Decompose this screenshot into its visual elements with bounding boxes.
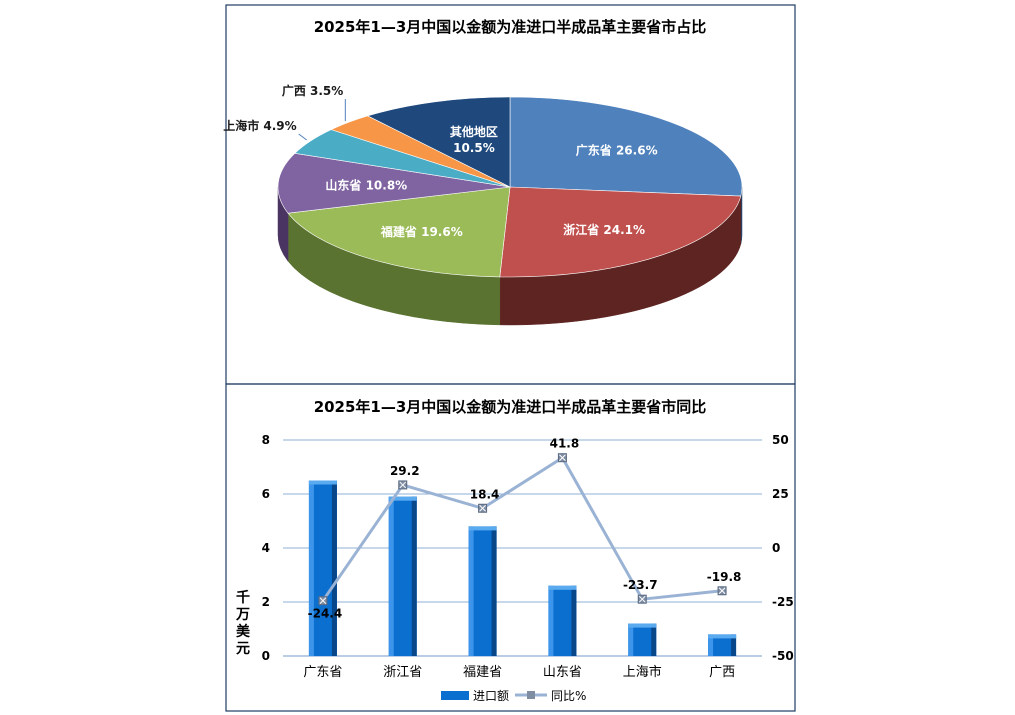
right-axis-ticks: -50 -25 0 25 50 [772,433,794,663]
bar-bevel-top [708,634,737,639]
line-point [637,594,647,604]
bar-bevel-right [491,526,497,656]
bar-line-chart: 2025年1—3月中国以金额为准进口半成品革主要省市同比 0 2 4 6 8 -50 -2… [235,398,794,703]
right-tick-label: -50 [772,649,794,663]
category-label: 广西 [709,665,735,680]
bar-bevel-top [308,480,337,485]
right-tick-label: 0 [772,541,780,555]
line-marker-x [399,481,407,489]
left-tick-label: 4 [262,541,270,555]
bar-body [708,634,737,656]
right-tick-label: 50 [772,433,789,447]
bar [388,496,417,656]
right-tick-label: -25 [772,595,794,609]
bar [708,634,737,656]
bar [628,623,657,656]
line-marker-x [718,587,726,595]
category-label: 浙江省 [383,665,422,680]
line-data-label: 18.4 [470,487,500,501]
pie-slice [277,153,511,214]
bar-chart-title: 2025年1—3月中国以金额为准进口半成品革主要省市同比 [314,398,707,416]
bar-bevel-right [731,634,737,656]
bar-bevel-left [548,585,554,656]
bar-bevel-left [388,496,394,656]
gridlines [283,439,762,657]
bar-bevel-top [628,623,657,628]
y-axis-label-char: 千 [236,589,250,606]
bar-series [308,480,737,656]
bar-bevel-right [571,585,577,656]
y-axis-label-char: 元 [236,641,250,657]
y-axis-label-char: 美 [236,623,251,640]
bar-bevel-left [468,526,474,656]
bar-bevel-top [548,585,577,590]
left-axis-ticks: 0 2 4 6 8 [262,433,270,663]
bar [548,585,577,656]
bar-bevel-right [651,623,657,656]
line-marker-x [479,504,486,512]
legend-marker [527,691,535,699]
line-path [321,456,723,602]
line-data-label: -23.7 [623,578,658,592]
bar [308,480,337,656]
pie-slice-label: 浙江省 24.1% [563,222,645,237]
line-marker-x [319,597,327,605]
bar-bevel-right [331,480,337,656]
line-data-label: -19.8 [707,570,742,584]
pie-labels: 广东省 26.6% 浙江省 24.1% 福建省 19.6% 山东省 10.8% 上海市 … [223,83,657,239]
legend: 进口额 同比% [441,689,586,703]
legend-label: 同比% [551,689,586,703]
line-data-label: -24.4 [308,607,343,621]
pie-slice [287,186,511,278]
line-point [398,480,408,490]
left-tick-label: 0 [262,649,270,663]
pie-slices [277,96,743,278]
category-labels: 广东省 浙江省 福建省 山东省 上海市 广西 [303,664,735,680]
line-point [478,503,488,513]
line-point [318,596,328,606]
left-tick-label: 8 [262,433,270,447]
line-marker-x [559,454,566,462]
pie-slice-value: 10.5% [453,141,495,155]
left-tick-label: 6 [262,487,270,501]
bar-bevel-left [628,623,634,656]
right-tick-label: 25 [772,487,789,501]
pie-leader-line [298,133,307,141]
bar-bevel-left [308,480,314,656]
pie-slice [509,96,743,197]
y-axis-label-char: 万 [235,607,250,623]
bar-panel-border [225,383,796,712]
line-data-label: 29.2 [390,464,420,478]
left-tick-label: 2 [262,595,270,609]
category-label: 山东省 [543,665,582,680]
pie-slice-label: 广东省 26.6% [576,143,658,158]
pie-external-label: 上海市 4.9% [223,118,296,133]
bar-bevel-top [388,496,417,501]
line-point [717,586,727,596]
line-data-label: 41.8 [550,437,580,451]
category-label: 广东省 [303,665,342,680]
category-label: 上海市 [623,664,662,680]
bar [468,526,497,656]
category-label: 福建省 [463,665,502,680]
pie-slice [499,186,742,278]
pie-chart-title: 2025年1—3月中国以金额为准进口半成品革主要省市占比 [314,18,707,36]
bar-bevel-left [708,634,714,656]
bar-bevel-top [468,526,497,531]
pie-slice-label: 山东省 10.8% [325,178,407,193]
line-series: -24.4 29.2 18.4 41.8 -23.7 -19.8 [308,437,742,621]
pie-slice [366,96,511,188]
pie-chart: 2025年1—3月中国以金额为准进口半成品革主要省市占比 广东省 26.6% 浙江… [223,18,743,326]
line-marker-x [638,595,646,603]
pie-slice-label: 其他地区 [450,124,498,139]
pie-slice-label: 福建省 19.6% [380,224,463,239]
legend-bar-swatch [441,691,469,700]
line-point [557,453,567,463]
pie-external-label: 广西 3.5% [282,83,343,98]
bar-bevel-right [411,496,417,656]
legend-label: 进口额 [473,689,509,703]
